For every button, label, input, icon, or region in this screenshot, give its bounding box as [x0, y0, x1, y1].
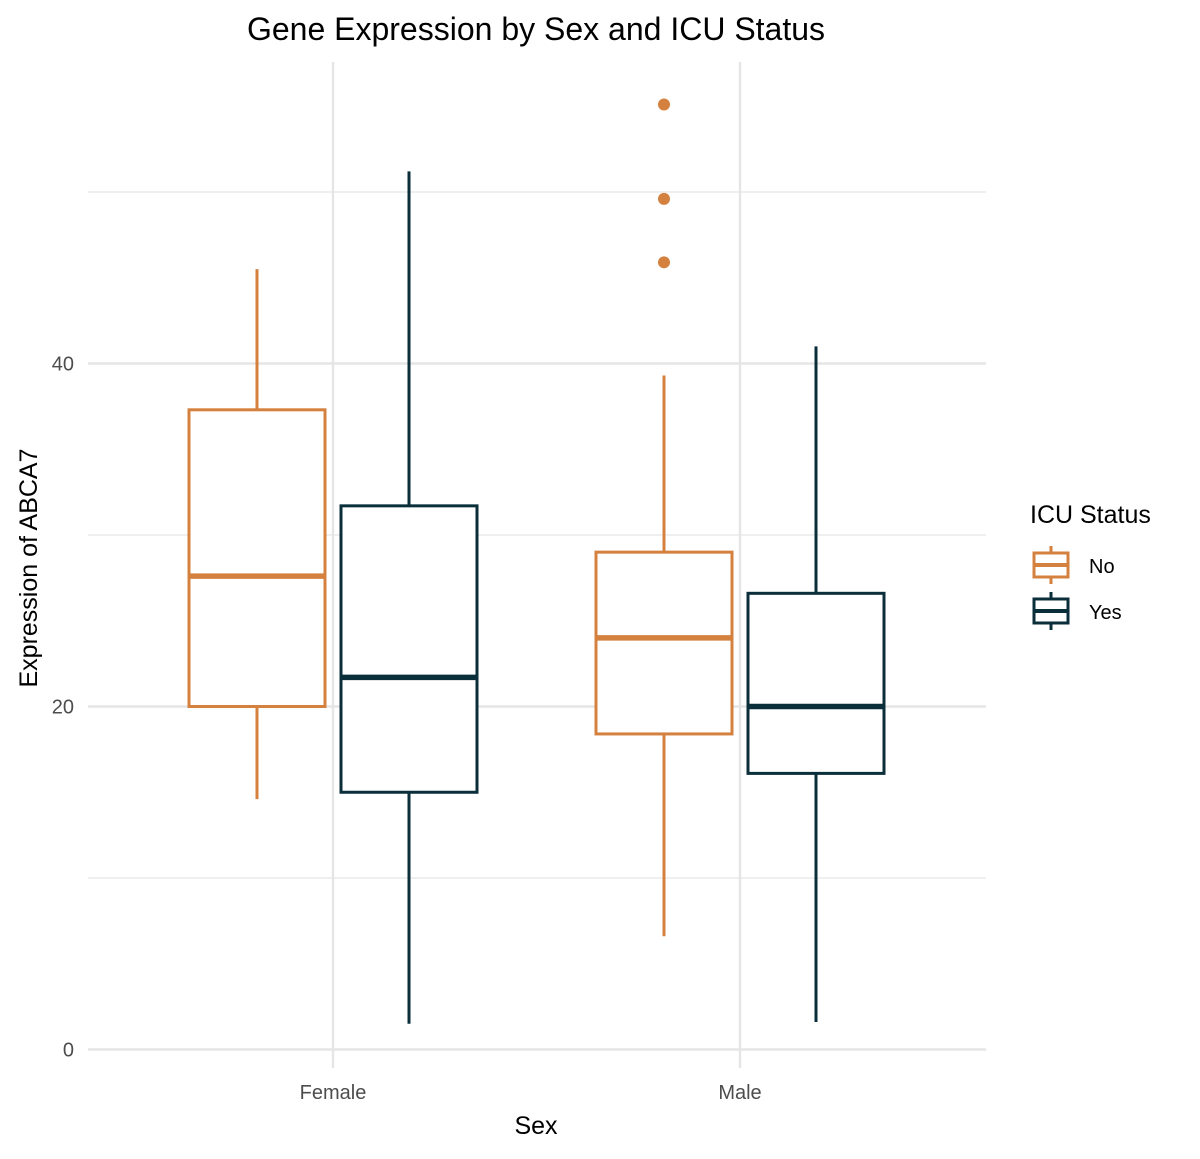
iqr-box — [746, 591, 886, 775]
iqr-box — [339, 504, 479, 794]
y-axis-title: Expression of ABCA7 — [15, 448, 43, 687]
iqr-box — [594, 550, 734, 736]
box-no-female — [187, 269, 327, 800]
x-tick-label: Male — [718, 1082, 761, 1104]
chart-title: Gene Expression by Sex and ICU Status — [247, 11, 825, 47]
y-tick-label: 40 — [52, 354, 74, 376]
legend: ICU Status No Yes — [1030, 501, 1151, 630]
legend-item-yes: Yes — [1032, 592, 1122, 630]
y-tick-label: 0 — [63, 1040, 74, 1062]
y-tick-label: 20 — [52, 697, 74, 719]
outlier-point — [658, 256, 670, 269]
x-axis-title: Sex — [514, 1112, 558, 1140]
axes: 0 20 40 Female Male — [52, 354, 762, 1105]
outlier-point — [658, 192, 670, 205]
outlier-point — [658, 98, 670, 111]
legend-title: ICU Status — [1030, 501, 1151, 529]
box-no-male — [594, 98, 734, 937]
boxes — [187, 98, 886, 1024]
legend-item-no: No — [1032, 546, 1115, 584]
box-yes-female — [339, 171, 479, 1024]
box-yes-male — [746, 346, 886, 1023]
iqr-box — [187, 408, 327, 708]
x-tick-label: Female — [300, 1082, 367, 1104]
legend-label: No — [1089, 556, 1115, 578]
legend-label: Yes — [1089, 602, 1122, 624]
